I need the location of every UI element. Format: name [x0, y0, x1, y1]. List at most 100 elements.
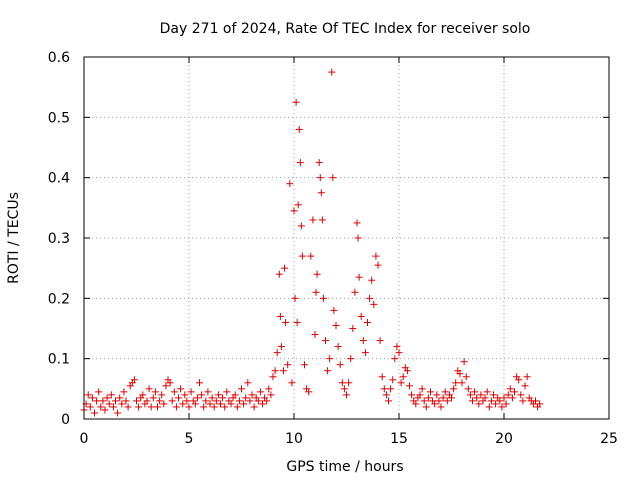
data-point [481, 394, 489, 402]
data-point [343, 391, 350, 399]
data-point [387, 385, 395, 393]
data-point [506, 385, 514, 393]
data-point [336, 361, 344, 369]
data-point [170, 388, 178, 396]
data-point [376, 337, 384, 345]
data-point [198, 391, 206, 399]
data-point [328, 68, 336, 76]
data-point [122, 397, 130, 405]
data-point [475, 400, 483, 408]
data-point [238, 385, 245, 393]
data-point [294, 201, 302, 209]
data-point [259, 400, 266, 408]
y-tick-label: 0.5 [48, 110, 70, 126]
data-point [418, 385, 426, 393]
data-point [297, 222, 305, 230]
data-point [193, 394, 201, 402]
data-point [427, 388, 434, 396]
data-point [88, 394, 96, 402]
data-point [147, 403, 155, 411]
data-point [204, 388, 212, 396]
data-point [319, 294, 327, 302]
x-tick-label: 5 [185, 431, 194, 447]
data-point [523, 373, 531, 381]
data-point [151, 388, 159, 396]
data-point [105, 400, 113, 408]
data-point [133, 397, 140, 405]
data-point [330, 306, 338, 314]
data-point [124, 403, 132, 411]
data-point [490, 391, 497, 399]
data-point [301, 361, 308, 369]
x-tick-label: 20 [495, 431, 513, 447]
data-point [456, 370, 464, 378]
data-point [450, 385, 458, 393]
data-point [477, 391, 485, 399]
data-point [370, 300, 378, 308]
data-point [166, 379, 174, 387]
data-point [504, 391, 512, 399]
data-point [185, 403, 193, 411]
data-point [101, 406, 109, 414]
data-point [210, 403, 218, 411]
data-point [118, 400, 126, 408]
data-point [347, 355, 355, 363]
data-point [95, 388, 103, 396]
y-tick-label: 0.2 [48, 291, 70, 307]
x-axis-label: GPS time / hours [286, 459, 403, 475]
data-point [473, 394, 481, 402]
data-point [284, 361, 292, 369]
data-point [269, 373, 277, 381]
data-point [235, 397, 243, 405]
y-tick-label: 0 [61, 412, 70, 428]
data-point [517, 391, 525, 399]
data-point [317, 189, 325, 197]
data-point [359, 337, 367, 345]
chart-title: Day 271 of 2024, Rate Of TEC Index for r… [160, 21, 531, 37]
data-point [107, 391, 115, 399]
y-axis-label: ROTI / TECUs [6, 192, 22, 284]
data-point [93, 397, 101, 405]
data-point [332, 321, 340, 329]
data-point [263, 397, 271, 405]
data-point [374, 261, 382, 269]
data-point [120, 388, 128, 396]
data-point [99, 397, 107, 405]
y-tick-label: 0.6 [48, 50, 70, 66]
plot-frame [83, 56, 610, 420]
data-point [357, 312, 365, 320]
data-point [273, 349, 281, 357]
data-point [351, 288, 359, 296]
data-point [267, 391, 275, 399]
data-point [324, 367, 332, 375]
data-point [168, 397, 176, 405]
data-point [431, 400, 439, 408]
data-point [196, 379, 203, 387]
data-point [487, 397, 495, 405]
data-point [466, 391, 474, 399]
data-point [296, 159, 304, 167]
data-point [424, 394, 432, 402]
data-point [349, 325, 357, 332]
data-point [154, 403, 161, 411]
data-point [309, 216, 317, 224]
data-point [177, 385, 185, 393]
data-point [464, 385, 472, 393]
data-point [191, 400, 199, 408]
data-point [508, 394, 516, 402]
data-point [452, 379, 460, 387]
data-point [471, 388, 479, 396]
data-point [399, 373, 407, 381]
data-point [143, 397, 151, 405]
data-point [221, 403, 229, 411]
data-point [240, 400, 248, 408]
data-point [368, 276, 376, 284]
data-point [291, 294, 299, 302]
data-point [179, 400, 187, 408]
data-point [322, 337, 329, 345]
data-point [86, 403, 94, 411]
data-point [389, 376, 397, 384]
data-point [246, 397, 254, 405]
data-point [311, 331, 319, 339]
data-point [187, 388, 195, 396]
